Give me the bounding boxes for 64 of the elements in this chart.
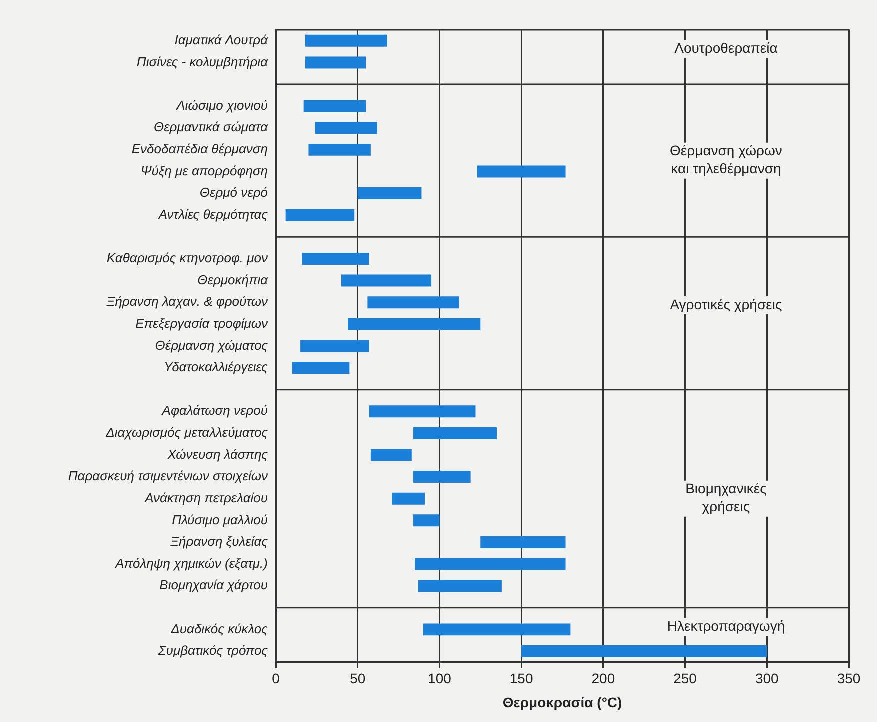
y-tick-label: Πισίνες - κολυμβητήρια <box>136 54 269 70</box>
y-tick-label: Αντλίες θερμότητας <box>158 206 269 222</box>
annotation: Αγροτικές χρήσεις <box>670 296 782 312</box>
bar <box>305 34 388 47</box>
x-tick-label: 50 <box>350 670 366 687</box>
x-tick-label: 300 <box>755 670 780 687</box>
y-tick-label: Λιώσιμο χιονιού <box>176 98 268 113</box>
bar <box>286 209 355 222</box>
x-tick-label: 350 <box>837 670 861 687</box>
annotation: Λουτροθεραπεία <box>674 40 778 56</box>
y-tick-label: Δυαδικός κύκλος <box>170 621 269 636</box>
bar <box>315 122 378 134</box>
bar <box>414 427 498 440</box>
bar <box>477 166 566 178</box>
y-tick-label: Θέρμανση χώματος <box>155 338 269 353</box>
annotation: Θέρμανση χώρων και τηλεθέρμανση <box>670 142 782 177</box>
bar <box>304 100 366 112</box>
bar <box>305 56 366 69</box>
bar <box>369 406 476 418</box>
y-tick-label: Ξήρανση λαχαν. & φρούτων <box>106 294 268 310</box>
bar <box>358 188 422 200</box>
bar <box>414 471 471 484</box>
y-tick-label: Θερμό νερό <box>200 185 268 200</box>
x-axis-title: Θερμοκρασία (°C) <box>502 694 622 710</box>
y-tick-label: Ιαματικά Λουτρά <box>174 32 269 48</box>
bar <box>370 449 412 462</box>
annotation: Βιομηχανικές χρήσεις <box>686 480 768 515</box>
y-tick-label: Πλύσιμο μαλλιού <box>172 512 268 528</box>
y-tick-label: Ψύξη με απορρόφηση <box>140 163 268 178</box>
y-tick-label: Αφαλάτωση νερού <box>161 403 268 418</box>
y-tick-label: Απόληψη χημικών (εξατμ.) <box>114 556 268 571</box>
x-tick-label: 100 <box>428 670 452 687</box>
y-tick-label: Υδατοκαλλιέργειες <box>164 360 269 375</box>
x-tick-label: 0 <box>272 670 280 687</box>
y-tick-label: Ξήρανση ξυλείας <box>170 534 269 550</box>
bar <box>348 318 481 330</box>
y-tick-label: Βιομηχανία χάρτου <box>160 578 268 593</box>
y-tick-label: Θερμαντικά σώματα <box>154 120 269 135</box>
x-tick-label: 150 <box>510 670 534 687</box>
x-tick-label: 200 <box>592 670 616 687</box>
bar <box>522 646 768 658</box>
bar <box>308 144 371 156</box>
bar <box>414 514 440 527</box>
bar <box>415 558 566 570</box>
bar <box>418 580 502 592</box>
x-tick-label: 250 <box>674 670 698 687</box>
y-tick-label: Ενδοδαπέδια θέρμανση <box>132 142 268 157</box>
annotation: Ηλεκτροπαραγωγή <box>667 618 786 634</box>
y-tick-label: Χώνευση λάσπης <box>166 446 269 462</box>
bar <box>368 296 460 309</box>
bar <box>302 252 370 265</box>
y-tick-label: Επεξεργασία τροφίμων <box>136 316 268 331</box>
y-tick-label: Συμβατικός τρόπος <box>158 643 269 658</box>
y-tick-label: Καθαρισμός κτηνοτροφ. μον <box>106 250 268 266</box>
bar <box>480 536 566 548</box>
y-tick-label: Ανάκτηση πετρελαίου <box>144 490 268 506</box>
bar <box>392 492 425 505</box>
y-tick-label: Παρασκευή τσιμεντένιων στοιχείων <box>68 468 268 484</box>
bar <box>423 624 571 636</box>
bar <box>292 362 350 374</box>
bar <box>341 274 432 287</box>
y-tick-label: Θερμοκήπια <box>198 272 269 288</box>
bar <box>300 340 370 352</box>
y-tick-label: Διαχωρισμός μεταλλεύματος <box>105 425 269 440</box>
